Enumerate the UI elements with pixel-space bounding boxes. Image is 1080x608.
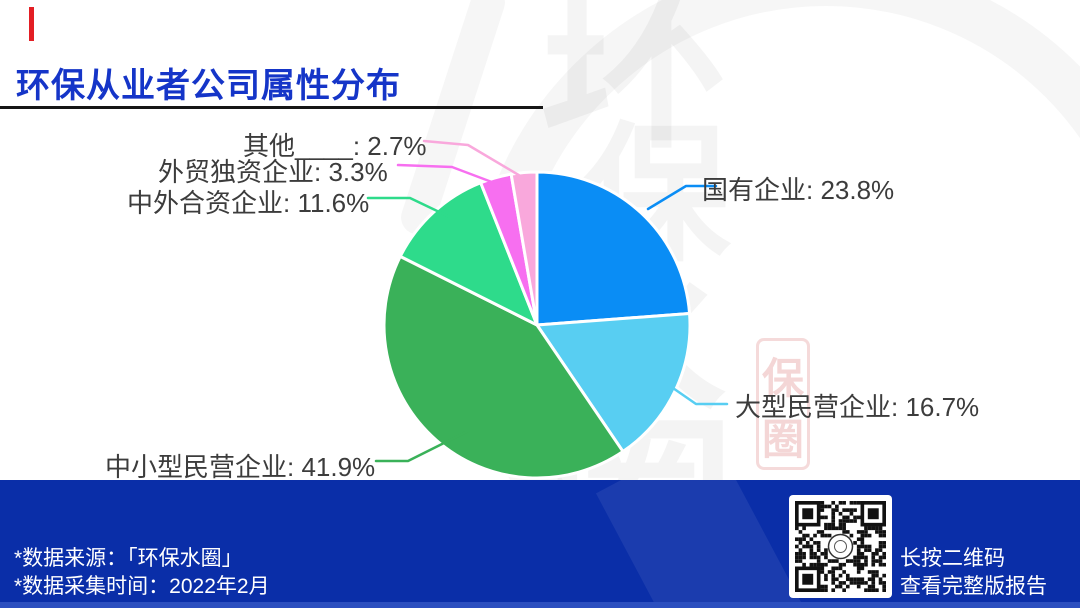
slice-label-state-owned: 国有企业: 23.8% xyxy=(702,175,895,205)
slice-label-large-private: 大型民营企业: 16.7% xyxy=(735,392,980,422)
slice-label-joint-venture: 中外合资企业: 11.6% xyxy=(127,188,370,218)
footer-bar: *数据来源：「环保水圈」 *数据采集时间：2022年2月 长按二维码 查看完整版… xyxy=(0,480,1080,608)
slice-label-foreign-owned: 外贸独资企业: 3.3% xyxy=(158,157,388,187)
page-title: 环保从业者公司属性分布 xyxy=(16,67,401,105)
title-underline xyxy=(0,106,543,109)
footer-watermark-band xyxy=(595,480,815,608)
leader-line-2 xyxy=(374,429,470,463)
data-collection-date-line: *数据采集时间：2022年2月 xyxy=(14,575,270,598)
qr-caption-line1: 长按二维码 xyxy=(900,547,1005,570)
qr-caption-line2: 查看完整版报告 xyxy=(900,575,1047,598)
slice-label-sme-private: 中小型民营企业: 41.9% xyxy=(105,452,376,482)
watermark-seal: 保圈 xyxy=(756,338,810,470)
footer-bottom-strip xyxy=(0,602,1080,608)
accent-bar xyxy=(29,7,34,41)
slice-label-other: 其他____: 2.7% xyxy=(243,131,427,161)
data-source-line: *数据来源：「环保水圈」 xyxy=(14,547,243,570)
watermark-char-1: 环 xyxy=(540,0,730,160)
